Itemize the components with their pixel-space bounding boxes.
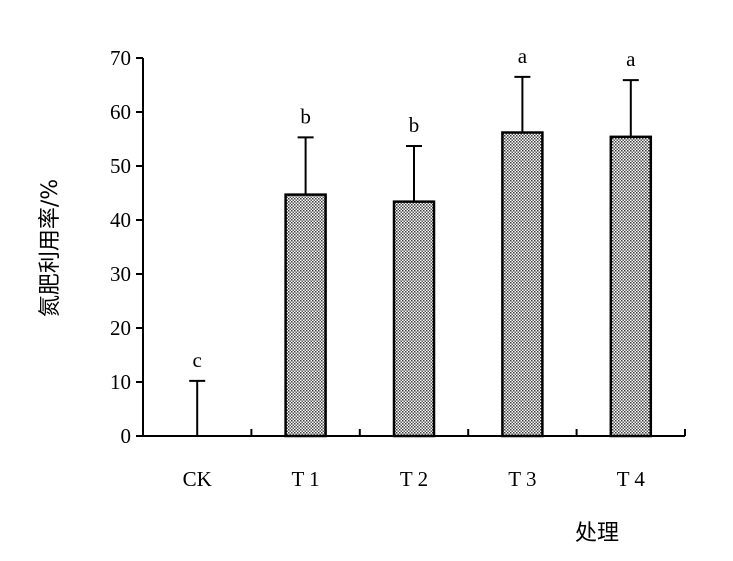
x-tick-label: T 3 (508, 467, 536, 491)
significance-label: b (409, 113, 420, 137)
bar (392, 200, 436, 438)
significance-label: a (626, 47, 636, 71)
significance-label: c (193, 348, 202, 372)
y-tick-label: 0 (121, 424, 132, 448)
y-tick-label: 40 (110, 208, 131, 232)
y-tick-label: 30 (110, 262, 131, 286)
x-tick-label: T 2 (400, 467, 428, 491)
x-axis-title: 处理 (575, 521, 619, 546)
x-tick-label: CK (183, 467, 212, 491)
x-tick-label: T 1 (291, 467, 319, 491)
bar (284, 193, 327, 438)
y-axis-title: 氮肥利用率/% (38, 179, 63, 317)
y-tick-label: 50 (110, 154, 131, 178)
bar (501, 131, 544, 438)
x-tick-label: T 4 (617, 467, 646, 491)
y-tick-label: 70 (110, 46, 131, 70)
y-tick-label: 60 (110, 100, 131, 124)
y-tick-label: 20 (110, 316, 131, 340)
y-tick-label: 10 (110, 370, 131, 394)
significance-label: a (518, 44, 528, 68)
bar (609, 135, 653, 438)
significance-label: b (300, 104, 311, 128)
